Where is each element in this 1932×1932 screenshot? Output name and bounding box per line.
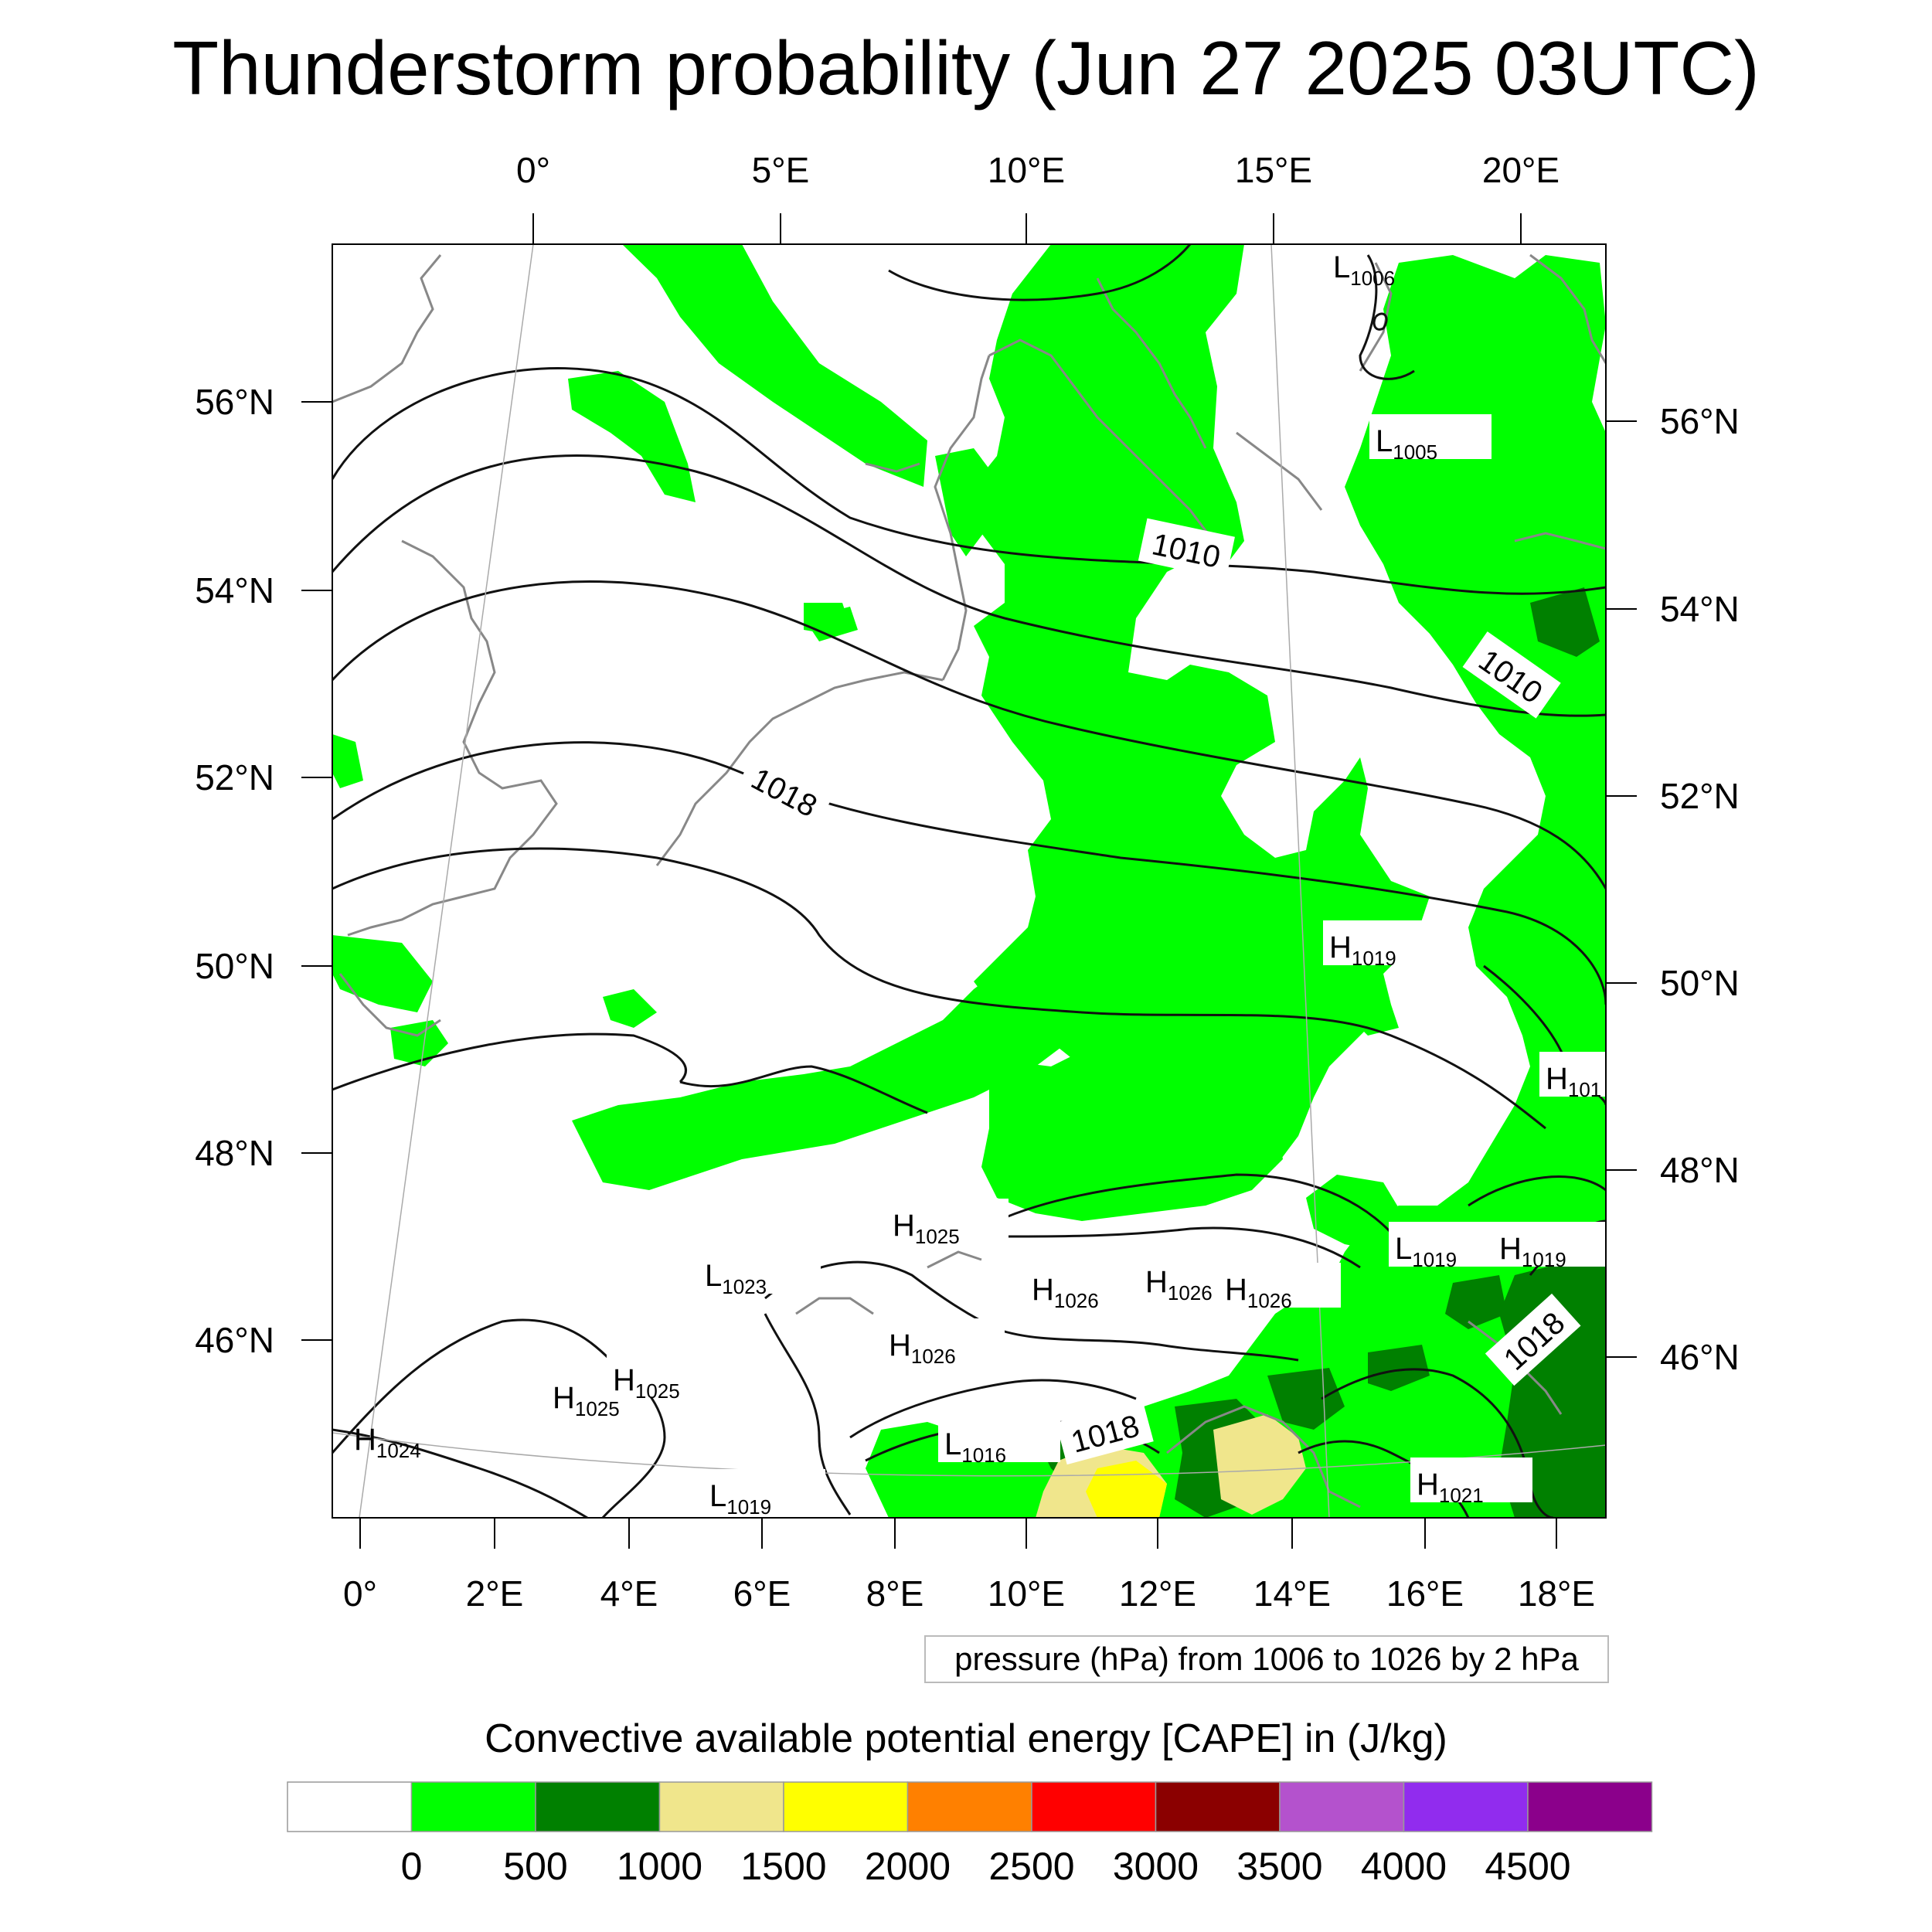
left-lat-label: 54°N xyxy=(195,570,274,611)
right-lat-label: 50°N xyxy=(1660,963,1740,1003)
pressure-center-h101: H101 xyxy=(1539,1052,1606,1101)
left-lat-label: 56°N xyxy=(195,382,274,422)
pressure-center-l1023: L1023 xyxy=(699,1249,821,1298)
pressure-center-h1025-b: H1025 xyxy=(607,1353,729,1403)
isobar-label-1018-b: 1018 xyxy=(1056,1400,1154,1465)
svg-text:L1006: L1006 xyxy=(1333,250,1395,290)
right-lat-label: 56°N xyxy=(1660,401,1740,441)
svg-text:L1005: L1005 xyxy=(1376,424,1437,464)
right-lat-label: 52°N xyxy=(1660,776,1740,816)
pressure-center-l1019-b: L1019 xyxy=(703,1469,825,1519)
bottom-lon-label: 12°E xyxy=(1119,1573,1196,1614)
left-lat-label: 52°N xyxy=(195,757,274,798)
isobar-labels: 1010 1010 1018 1018 1018 xyxy=(735,518,1581,1465)
right-lat-axis xyxy=(1606,420,1637,1358)
svg-text:H1025: H1025 xyxy=(893,1209,960,1248)
isobar-label-1018-c: 1018 xyxy=(1485,1293,1581,1386)
svg-text:L1023: L1023 xyxy=(705,1259,767,1298)
bottom-lon-labels: 0° 2°E 4°E 6°E 8°E 10°E 12°E 14°E 16°E 1… xyxy=(343,1573,1595,1614)
top-lon-label: 20°E xyxy=(1482,150,1560,190)
pressure-contour-note: pressure (hPa) from 1006 to 1026 by 2 hP… xyxy=(924,1635,1609,1683)
bottom-lon-label: 2°E xyxy=(466,1573,524,1614)
bottom-lon-label: 6°E xyxy=(733,1573,791,1614)
bottom-lon-axis xyxy=(359,1518,1557,1549)
colorbar-title: Convective available potential energy [C… xyxy=(485,1716,1447,1761)
pressure-center-l1016: L1016 xyxy=(938,1417,1060,1467)
pressure-center-h1019-b: H1019 xyxy=(1493,1222,1606,1271)
top-lon-label: 15°E xyxy=(1235,150,1312,190)
top-lon-label: 10°E xyxy=(988,150,1065,190)
bottom-lon-label: 14°E xyxy=(1253,1573,1331,1614)
pressure-center-h1021: H1021 xyxy=(1410,1458,1532,1507)
coastlines xyxy=(332,253,1606,1509)
cape-0-500-fill xyxy=(332,244,1606,1518)
svg-text:H101: H101 xyxy=(1546,1062,1601,1101)
top-lon-axis xyxy=(532,213,1522,244)
pressure-center-h1025-c: H1025 xyxy=(553,1381,620,1420)
svg-text:H1019: H1019 xyxy=(1329,930,1396,970)
svg-text:L1019: L1019 xyxy=(1395,1232,1457,1271)
right-lat-labels: 56°N 54°N 52°N 50°N 48°N 46°N xyxy=(1660,401,1740,1377)
svg-text:H1024: H1024 xyxy=(354,1423,421,1462)
pressure-center-h1024: H1024 xyxy=(354,1423,421,1462)
svg-text:H1026: H1026 xyxy=(889,1328,956,1368)
left-lat-label: 48°N xyxy=(195,1133,274,1173)
top-lon-labels: 0° 5°E 10°E 15°E 20°E xyxy=(516,150,1560,190)
left-lat-label: 50°N xyxy=(195,946,274,986)
svg-text:H1026: H1026 xyxy=(1225,1273,1292,1312)
pressure-center-h1019-a: H1019 xyxy=(1323,920,1445,970)
bottom-lon-label: 10°E xyxy=(988,1573,1065,1614)
right-lat-label: 54°N xyxy=(1660,589,1740,629)
bottom-lon-label: 4°E xyxy=(600,1573,658,1614)
pressure-center-l1019-a: L1019 xyxy=(1389,1222,1511,1271)
svg-text:H1019: H1019 xyxy=(1499,1232,1566,1271)
map-plot-area: 1010 1010 1018 1018 1018 L1006 xyxy=(332,244,1606,1519)
top-lon-label: 5°E xyxy=(752,150,810,190)
svg-text:H1026: H1026 xyxy=(1145,1265,1213,1304)
bottom-lon-label: 0° xyxy=(343,1573,377,1614)
left-lat-label: 46°N xyxy=(195,1320,274,1360)
bottom-lon-label: 8°E xyxy=(866,1573,924,1614)
svg-text:H1021: H1021 xyxy=(1417,1468,1484,1507)
bottom-lon-label: 18°E xyxy=(1518,1573,1595,1614)
chart-title: Thunderstorm probability (Jun 27 2025 03… xyxy=(172,26,1760,111)
pressure-center-l1006: L1006 xyxy=(1333,250,1395,290)
bottom-lon-label: 16°E xyxy=(1386,1573,1464,1614)
pressure-centers: L1006 L1005 H1019 H101 H1025 L1019 xyxy=(354,250,1606,1519)
svg-text:H1025: H1025 xyxy=(613,1363,680,1403)
pressure-center-h1026-c: H1026 xyxy=(1219,1263,1341,1312)
pressure-center-h1026-a: H1026 xyxy=(1026,1263,1148,1312)
right-lat-label: 46°N xyxy=(1660,1337,1740,1377)
top-lon-label: 0° xyxy=(516,150,550,190)
pressure-center-l1005: L1005 xyxy=(1369,414,1492,464)
pressure-center-h1025-a: H1025 xyxy=(886,1199,1009,1248)
right-lat-label: 48°N xyxy=(1660,1150,1740,1190)
left-lat-axis xyxy=(301,401,332,1341)
svg-text:H1025: H1025 xyxy=(553,1381,620,1420)
svg-text:L1016: L1016 xyxy=(944,1427,1006,1467)
map-frame xyxy=(332,243,1607,1519)
pressure-center-h1026-d: H1026 xyxy=(883,1318,1005,1368)
left-lat-labels: 56°N 54°N 52°N 50°N 48°N 46°N xyxy=(195,382,274,1360)
svg-text:L1019: L1019 xyxy=(709,1479,771,1519)
svg-text:H1026: H1026 xyxy=(1032,1273,1099,1312)
